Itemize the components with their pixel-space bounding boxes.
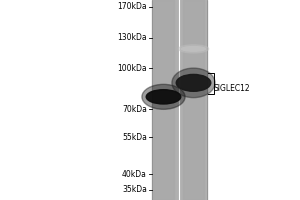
Text: 130kDa: 130kDa	[117, 33, 147, 42]
Text: 70kDa: 70kDa	[122, 105, 147, 114]
Text: 170kDa: 170kDa	[117, 2, 147, 11]
Text: 40kDa: 40kDa	[122, 170, 147, 179]
Bar	[152, 0, 207, 200]
Text: 35kDa: 35kDa	[122, 185, 147, 194]
Bar	[153, 0, 174, 200]
Text: 100kDa: 100kDa	[117, 64, 147, 73]
Bar	[183, 0, 204, 200]
Ellipse shape	[178, 45, 208, 53]
Ellipse shape	[142, 84, 185, 109]
Ellipse shape	[172, 68, 215, 98]
Text: SIGLEC12: SIGLEC12	[213, 84, 250, 93]
Ellipse shape	[176, 74, 211, 91]
Ellipse shape	[146, 90, 181, 104]
Ellipse shape	[182, 47, 206, 51]
Text: 55kDa: 55kDa	[122, 133, 147, 142]
